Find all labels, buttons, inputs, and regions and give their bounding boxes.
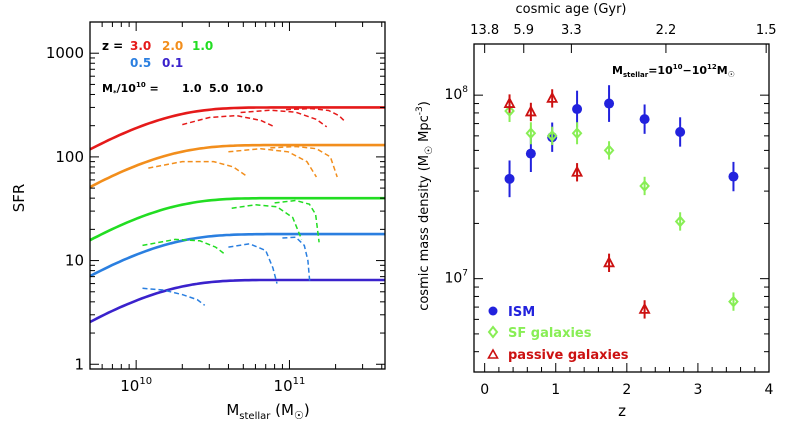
legend-z-3.0: 3.0 [130,39,151,53]
left-legend: z = 3.0 2.0 1.0 0.5 0.1 M*/1010 = 1.0 5.… [102,39,263,97]
legend-mass-value-1: 1.0 [182,82,202,95]
legend-z-2.0: 2.0 [162,39,183,53]
quench-track-7 [231,204,303,240]
passive-point [571,165,584,177]
right-ylabel: cosmic mass density (M☉ Mpc-3) [415,101,435,311]
passive-point [503,96,516,108]
density-points [503,85,739,319]
quench-track-11 [282,236,311,284]
left-panel: 1 10 100 1000 1010 1011 SFR Mstellar (M☉) z =… [10,21,386,422]
right-legend: ISM SF galaxies passive galaxies [487,305,629,363]
right-xtick-label: 3 [693,382,702,398]
sfr-curve-z3.0 [89,106,385,151]
sf-point [571,127,583,140]
right-ytick-label: 107 [444,269,468,287]
left-axis-ticks: 1 10 100 1000 1010 1011 [46,21,385,395]
right-xtick-label: 1 [551,382,560,398]
quench-track-8 [274,199,320,243]
sf-point [728,295,739,308]
ism-point [572,104,583,115]
passive-point [638,302,651,314]
ism-point [604,98,615,109]
legend-passive-label: passive galaxies [508,348,629,363]
left-ytick-label: 10 [65,252,84,270]
top-tick-label: 13.8 [470,23,499,38]
quench-track-10 [228,243,278,284]
left-xtick-label: 1011 [274,376,306,395]
left-ylabel: SFR [10,184,28,213]
legend-z-0.5: 0.5 [130,56,151,70]
legend-sf-label: SF galaxies [508,326,592,341]
right-axis-ticks: 0 1 2 3 4 13.8 5.9 3.3 2.2 1.5 107 108 [444,23,776,398]
passive-point [603,255,616,268]
quench-track-1 [240,109,328,128]
right-xtick-label: 0 [480,382,489,398]
quench-track-0 [182,114,275,128]
legend-mass-value-2: 5.0 [209,82,229,95]
legend-mass-label: M*/1010 = [102,81,159,97]
legend-z-1.0: 1.0 [192,39,213,53]
quench-track-9 [142,287,206,306]
top-tick-label: 5.9 [513,23,534,38]
legend-sf-marker [487,325,499,339]
right-xtick-label: 2 [622,382,631,398]
sf-point [525,127,537,140]
ism-point [675,126,686,137]
sfr-curve-z0.1 [89,278,385,324]
sf-point [674,215,686,228]
top-tick-label: 2.2 [656,23,677,38]
ism-point [728,171,739,182]
left-xtick-label: 1010 [120,376,152,395]
top-tick-label: 3.3 [561,23,582,38]
sf-point [603,144,615,157]
left-plot-frame [89,21,386,370]
sf-point [546,129,558,142]
ism-point [639,114,650,125]
sfr-curve-z0.5 [89,232,385,278]
right-plot-frame [473,43,770,373]
right-xlabel: z [618,402,626,420]
top-tick-label: 1.5 [756,23,777,38]
right-panel: 0 1 2 3 4 13.8 5.9 3.3 2.2 1.5 107 108 cosmic age (… [415,2,777,420]
right-xtick-label: 4 [765,382,774,398]
sf-point [504,104,515,117]
legend-passive-marker [487,348,499,359]
legend-ism-label: ISM [508,305,535,320]
sf-point [639,179,650,192]
left-ytick-label: 100 [55,148,84,166]
left-ytick-label: 1 [74,355,84,373]
quench-track-5 [270,145,338,178]
passive-point [524,105,537,117]
right-ytick-label: 108 [444,85,468,103]
sfr-curve-z2.0 [89,143,385,189]
passive-point [546,91,559,103]
left-ytick-label: 1000 [46,44,84,62]
stellar-mass-range-annotation: Mstellar=1010−1012M☉ [612,63,735,79]
quench-track-6 [142,238,226,255]
quench-track-4 [228,147,318,178]
sfr-curve-z1.0 [89,196,385,242]
legend-z-prefix: z = [102,39,123,53]
legend-ism-marker [488,306,498,316]
legend-mass-value-3: 10.0 [236,82,263,95]
ism-point [525,148,536,159]
left-xlabel: Mstellar (M☉) [226,401,309,422]
ism-point [504,173,515,184]
legend-z-0.1: 0.1 [162,56,183,70]
quench-track-3 [148,160,247,177]
sfr-curves [89,106,385,324]
quench-track-2 [285,107,346,122]
top-axis-label: cosmic age (Gyr) [515,2,626,17]
